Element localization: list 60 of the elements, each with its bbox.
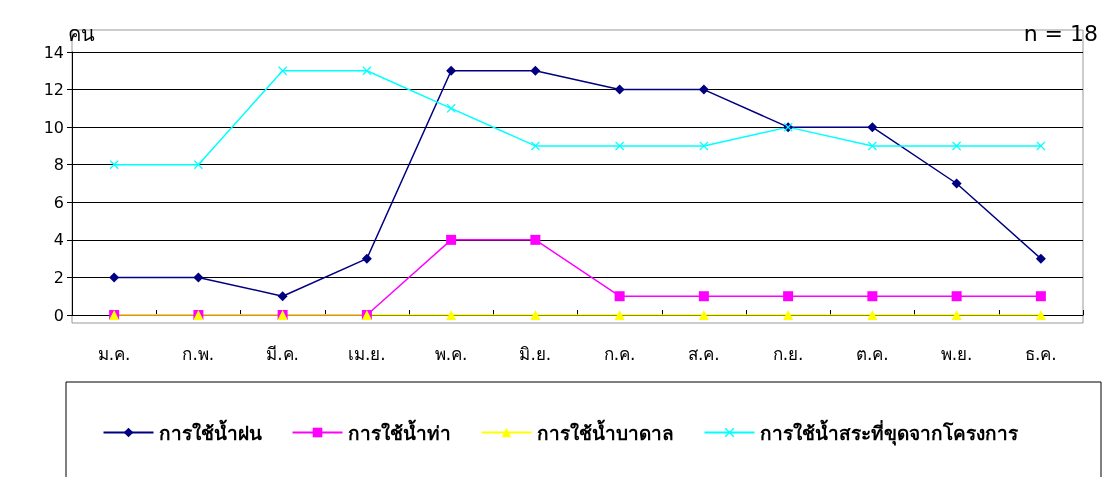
y-tick-label: 0 — [53, 305, 64, 325]
point — [867, 122, 878, 133]
y-tick-label: 12 — [43, 80, 64, 100]
point — [698, 84, 709, 95]
point — [530, 65, 541, 76]
legend-label: การใช้น้ำสระที่ขุดจากโครงการ — [759, 418, 1019, 446]
point — [783, 291, 794, 302]
point — [109, 160, 119, 170]
point — [614, 84, 625, 95]
x-tick-label: ม.ค. — [97, 343, 131, 364]
x-tick-label: ส.ค. — [687, 343, 720, 364]
x-tick-label: ก.พ. — [182, 343, 215, 364]
point — [446, 310, 457, 320]
x-tick-label: ต.ค. — [855, 343, 889, 364]
point — [698, 310, 709, 320]
point — [277, 291, 288, 302]
point — [783, 310, 794, 320]
x-tick-label: พ.ย. — [940, 343, 973, 364]
x-tick-label: พ.ค. — [434, 343, 468, 364]
point — [446, 103, 456, 113]
point — [446, 234, 457, 245]
point — [614, 310, 625, 320]
point — [951, 291, 962, 302]
point — [867, 141, 877, 151]
x-tick-label: มี.ค. — [266, 343, 300, 364]
legend-label: การใช้น้ำฝน — [158, 418, 262, 444]
y-tick-label: 14 — [43, 42, 64, 62]
y-axis-title: คน — [68, 22, 95, 47]
y-tick-label: 2 — [53, 267, 64, 287]
x-tick-label: เม.ย. — [347, 343, 386, 364]
point — [446, 65, 457, 76]
point — [952, 141, 962, 151]
point — [867, 291, 878, 302]
point — [1035, 291, 1046, 302]
point — [867, 310, 878, 320]
point — [530, 234, 541, 245]
y-tick-label: 6 — [53, 192, 64, 212]
point — [615, 141, 625, 151]
point — [951, 178, 962, 189]
point — [614, 291, 625, 302]
point — [1035, 310, 1046, 320]
point — [951, 310, 962, 320]
point — [278, 66, 288, 76]
text: n = 18 — [1023, 20, 1098, 46]
point — [530, 141, 540, 151]
point — [193, 272, 204, 283]
x-tick-label: ก.ค. — [603, 343, 636, 364]
legend-label: การใช้น้ำท่า — [347, 418, 451, 444]
point — [361, 253, 372, 264]
x-tick-label: ก.ย. — [772, 343, 804, 364]
y-tick-label: 4 — [53, 230, 64, 250]
y-tick-label: 8 — [53, 155, 64, 175]
point — [1035, 253, 1046, 264]
x-tick-label: ธ.ค. — [1024, 343, 1057, 364]
x-tick-label: มิ.ย. — [519, 343, 552, 364]
point — [698, 291, 709, 302]
point — [109, 272, 120, 283]
point — [530, 310, 541, 320]
legend-label: การใช้น้ำบาดาล — [536, 418, 674, 444]
y-tick-label: 10 — [43, 117, 64, 137]
